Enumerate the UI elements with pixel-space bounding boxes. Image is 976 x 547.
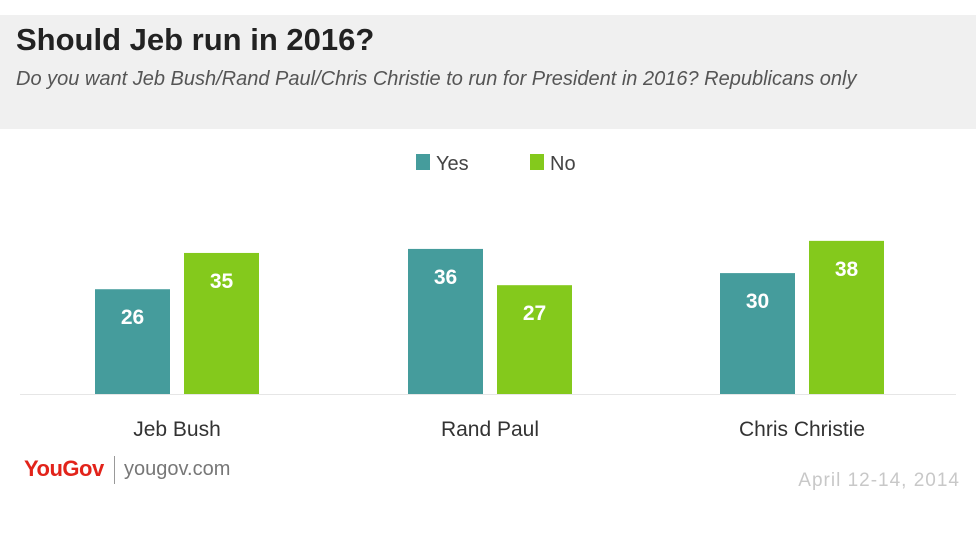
value-label-chris-christie-no: 38 bbox=[835, 258, 859, 281]
bar-chris-christie-no bbox=[809, 240, 884, 394]
x-tick-label-jeb-bush: Jeb Bush bbox=[133, 418, 221, 441]
legend-swatch-yes bbox=[416, 154, 430, 170]
x-tick-label-rand-paul: Rand Paul bbox=[441, 418, 539, 441]
bar-jeb-bush-yes bbox=[95, 289, 170, 394]
value-label-rand-paul-yes: 36 bbox=[434, 266, 457, 289]
legend-label-no: No bbox=[550, 153, 576, 175]
chart-title: Should Jeb run in 2016? bbox=[16, 22, 375, 57]
value-label-chris-christie-yes: 30 bbox=[746, 290, 769, 313]
yougov-logo: YouGov bbox=[24, 456, 104, 481]
bar-jeb-bush-no bbox=[184, 252, 259, 394]
bar-rand-paul-no bbox=[497, 285, 572, 394]
chart-header bbox=[0, 15, 976, 129]
survey-date: April 12-14, 2014 bbox=[798, 470, 960, 491]
footer-url: yougov.com bbox=[124, 458, 231, 480]
bar-chris-christie-yes bbox=[720, 273, 795, 394]
bar-rand-paul-yes bbox=[408, 248, 483, 394]
x-tick-label-chris-christie: Chris Christie bbox=[739, 418, 865, 441]
value-label-jeb-bush-yes: 26 bbox=[121, 306, 144, 329]
legend-swatch-no bbox=[530, 154, 544, 170]
value-label-jeb-bush-no: 35 bbox=[210, 270, 234, 293]
legend-label-yes: Yes bbox=[436, 153, 469, 175]
chart-subtitle: Do you want Jeb Bush/Rand Paul/Chris Chr… bbox=[16, 68, 857, 90]
value-label-rand-paul-no: 27 bbox=[523, 302, 546, 325]
footer-divider bbox=[114, 456, 115, 484]
